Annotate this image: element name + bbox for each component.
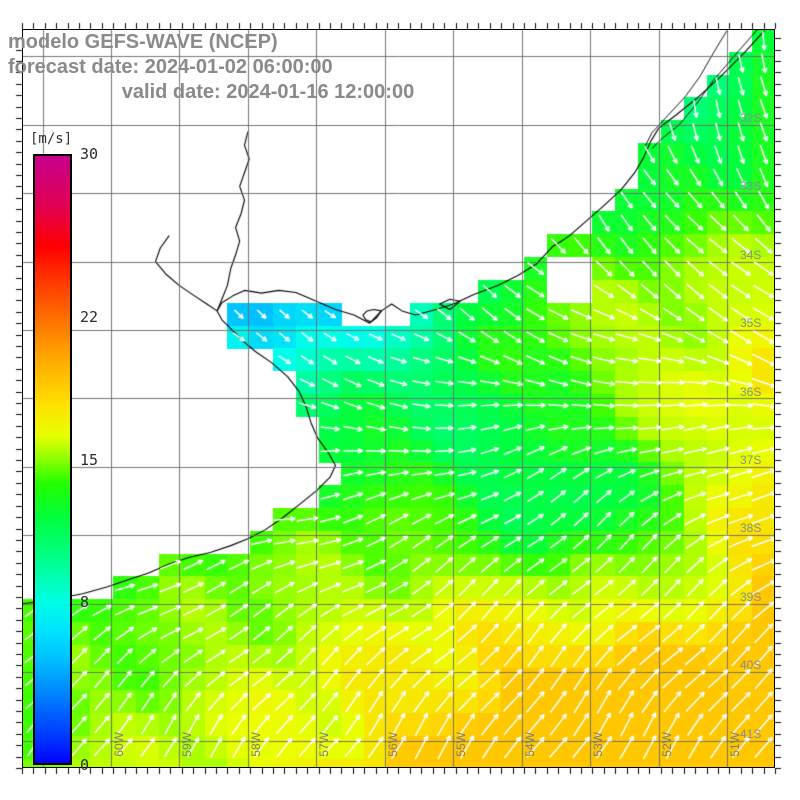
lon-label-59w: 59W (180, 732, 195, 757)
lat-label-36s: 36S (740, 384, 762, 399)
map-plot-area[interactable] (22, 29, 775, 768)
colorbar-tick-0: 0 (80, 756, 90, 774)
lat-label-38s: 38S (740, 521, 762, 536)
lon-label-60w: 60W (111, 732, 126, 757)
lon-label-53w: 53W (591, 732, 606, 757)
lat-label-35s: 35S (740, 316, 762, 331)
colorbar-tick-22: 22 (80, 307, 99, 326)
lat-label-34s: 34S (740, 247, 762, 262)
colorbar-tick-30: 30 (80, 145, 99, 163)
colorbar-units-label: [m/s] (30, 131, 73, 147)
lon-label-57w: 57W (317, 732, 332, 757)
colorbar-tick-8: 8 (80, 593, 90, 612)
lat-label-33s: 33S (740, 179, 762, 194)
lat-label-32s: 32S (740, 110, 762, 125)
lon-label-58w: 58W (248, 732, 263, 757)
lat-label-41s: 41S (740, 726, 762, 741)
lon-label-56w: 56W (385, 732, 400, 757)
colorbar-tick-15: 15 (80, 450, 99, 469)
wind-direction-arrows (22, 29, 775, 768)
lon-label-54w: 54W (522, 732, 537, 757)
lat-label-37s: 37S (740, 452, 762, 467)
lat-label-39s: 39S (740, 589, 762, 604)
lon-label-55w: 55W (454, 732, 469, 757)
lat-label-40s: 40S (740, 658, 762, 673)
colorbar-gradient (33, 154, 72, 765)
lon-label-52w: 52W (659, 732, 674, 757)
